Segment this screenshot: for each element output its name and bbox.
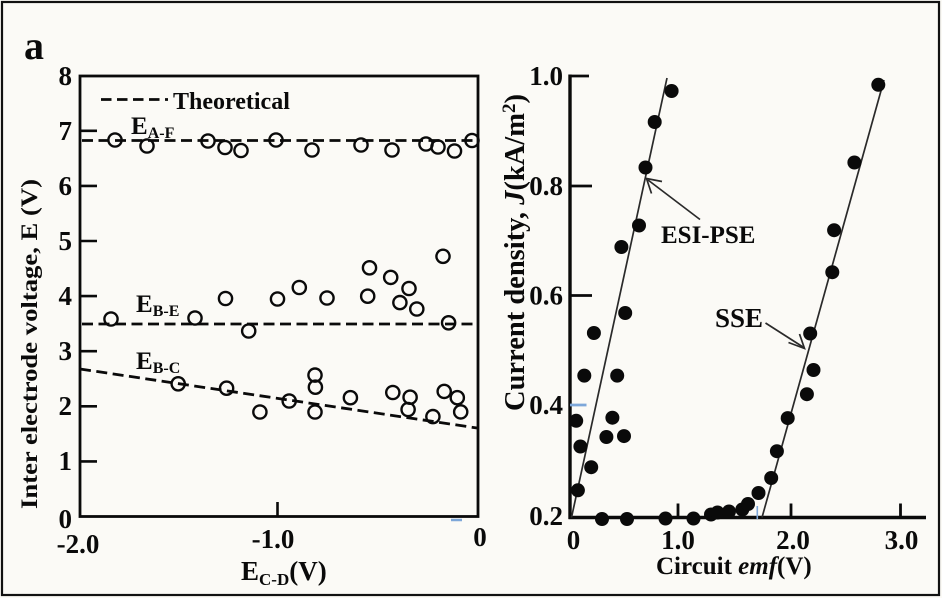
svg-text:Theoretical: Theoretical xyxy=(173,89,290,115)
svg-text:4: 4 xyxy=(59,281,73,311)
svg-text:1: 1 xyxy=(59,446,73,476)
svg-text:0.4: 0.4 xyxy=(529,390,563,420)
svg-text:a: a xyxy=(24,23,44,68)
svg-text:-2.0: -2.0 xyxy=(57,529,100,559)
svg-text:5: 5 xyxy=(59,226,73,256)
svg-text:SSE: SSE xyxy=(715,303,763,333)
svg-text:EB-C: EB-C xyxy=(136,348,180,377)
svg-text:0: 0 xyxy=(59,504,73,534)
svg-text:0.8: 0.8 xyxy=(529,171,563,201)
svg-text:0.2: 0.2 xyxy=(529,501,563,531)
svg-text:Circuit emf(V): Circuit emf(V) xyxy=(656,553,812,580)
svg-text:0.6: 0.6 xyxy=(529,281,563,311)
svg-text:2.0: 2.0 xyxy=(776,525,810,555)
svg-text:8: 8 xyxy=(59,61,73,91)
svg-text:3: 3 xyxy=(59,336,73,366)
svg-text:3.0: 3.0 xyxy=(885,525,919,555)
svg-text:0: 0 xyxy=(567,525,581,555)
svg-text:2: 2 xyxy=(59,391,73,421)
svg-text:0: 0 xyxy=(473,522,487,552)
svg-text:1.0: 1.0 xyxy=(529,61,563,91)
svg-text:Current density, J(kA/m2): Current density, J(kA/m2) xyxy=(499,94,531,411)
svg-text:Inter electrode voltage, E (V): Inter electrode voltage, E (V) xyxy=(17,179,42,509)
svg-text:1.0: 1.0 xyxy=(661,525,695,555)
svg-text:7: 7 xyxy=(59,116,73,146)
svg-text:6: 6 xyxy=(59,171,73,201)
svg-text:-1.0: -1.0 xyxy=(252,524,295,554)
svg-text:ESI-PSE: ESI-PSE xyxy=(661,222,755,249)
